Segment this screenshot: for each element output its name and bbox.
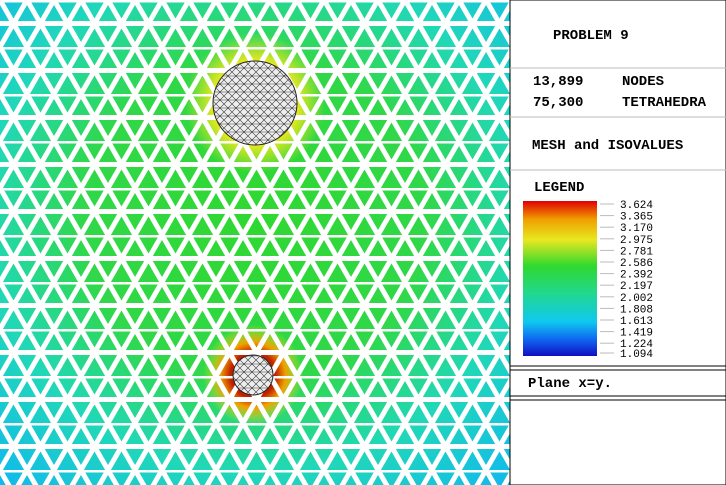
color-bar: [523, 201, 597, 356]
legend-value: 1.224: [620, 339, 653, 351]
tet-count: 75,300: [533, 95, 583, 111]
legend-value: 3.365: [620, 212, 653, 224]
mesh-view: [0, 0, 510, 485]
legend-value: 2.197: [620, 281, 653, 293]
node-label: NODES: [622, 74, 664, 90]
title: PROBLEM 9: [553, 28, 629, 44]
legend-value: 2.586: [620, 258, 653, 270]
legend-value: 1.419: [620, 328, 653, 340]
legend-value: 1.613: [620, 316, 653, 328]
legend-value: 1.808: [620, 304, 653, 316]
node-count: 13,899: [533, 74, 583, 90]
legend-value: 2.781: [620, 246, 653, 258]
legend-value: 1.094: [620, 349, 653, 361]
info-panel: PROBLEM 9 13,899 NODES 75,300 TETRAHEDRA…: [509, 0, 726, 485]
tet-label: TETRAHEDRA: [622, 95, 707, 111]
mode: MESH and ISOVALUES: [532, 138, 683, 154]
legend-value: 2.392: [620, 270, 653, 282]
legend-value: 3.170: [620, 223, 653, 235]
legend-value: 3.624: [620, 200, 653, 212]
legend-value: 2.975: [620, 235, 653, 247]
plane: Plane x=y.: [528, 376, 612, 392]
legend-value: 2.002: [620, 293, 653, 305]
legend-title: LEGEND: [534, 180, 584, 196]
legend-labels: 3.6243.3653.1702.9752.7812.5862.3922.197…: [600, 200, 653, 361]
